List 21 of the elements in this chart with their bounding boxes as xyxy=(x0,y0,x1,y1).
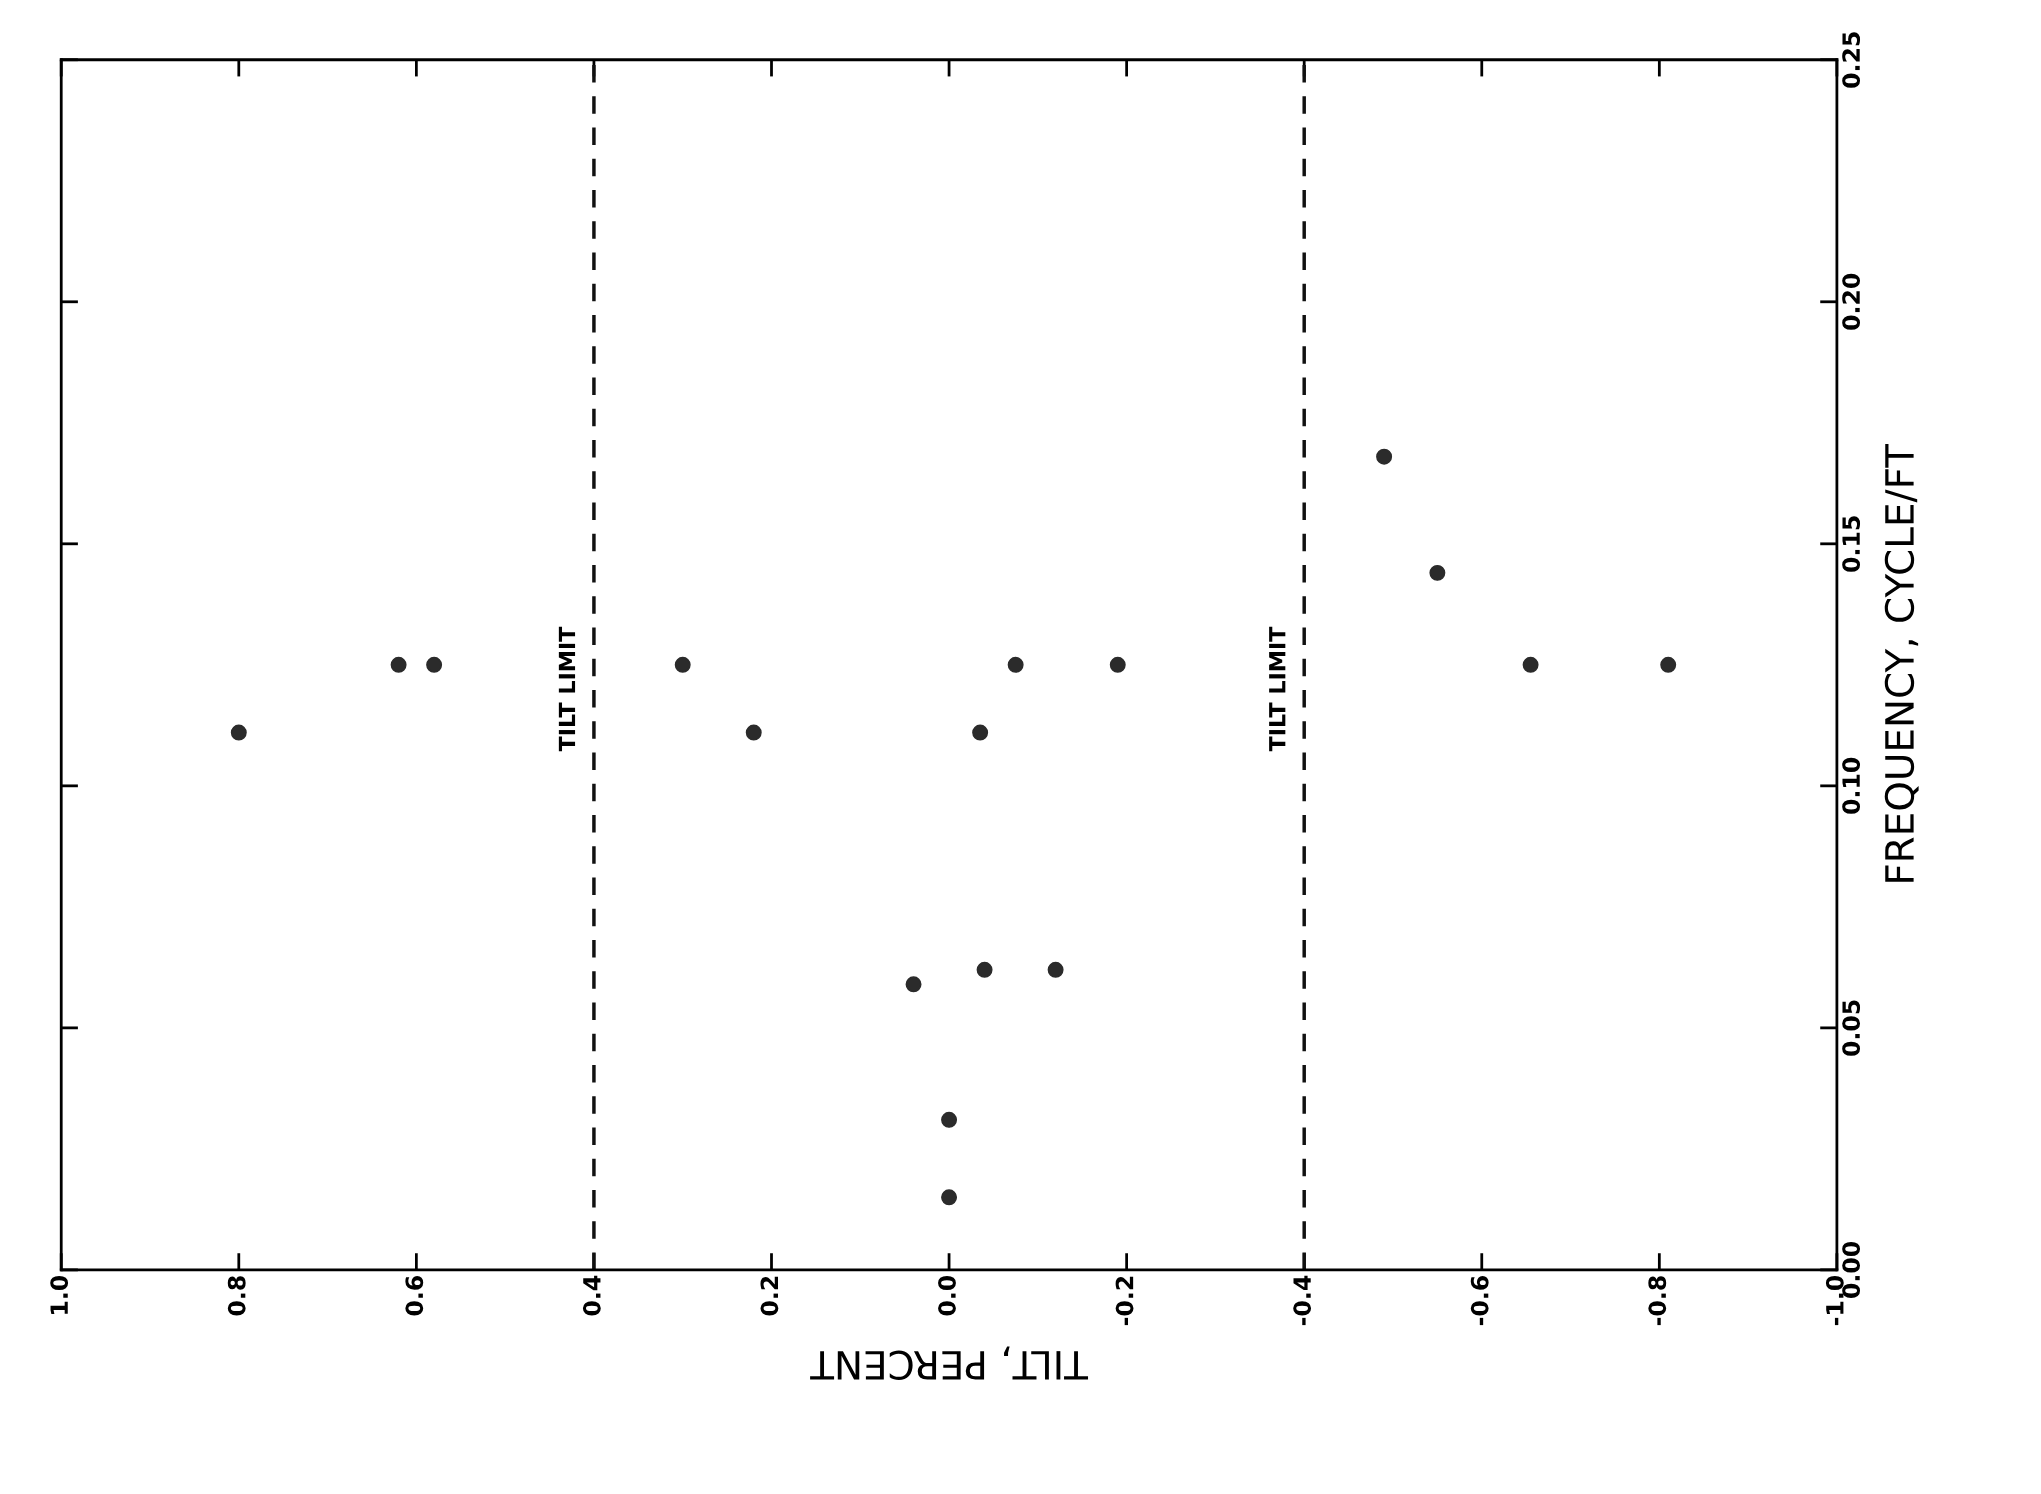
y-axis-title: FREQUENCY, CYCLE/FT xyxy=(1884,443,1919,882)
x-tick-label: -0.6 xyxy=(1470,1276,1489,1326)
x-tick-label: -1.0 xyxy=(1825,1275,1844,1326)
x-tick-label: 0.0 xyxy=(938,1275,956,1316)
y-tick-label: 0.15 xyxy=(1842,516,1861,572)
x-tick-label: -0.2 xyxy=(1115,1276,1134,1326)
x-tick-label: -0.4 xyxy=(1293,1275,1312,1326)
x-tick-label: -0.8 xyxy=(1648,1276,1667,1326)
x-tick-label: 0.2 xyxy=(760,1276,779,1316)
y-tick-label: 0.00 xyxy=(1842,1241,1861,1298)
x-tick-label: 1.0 xyxy=(50,1275,69,1314)
x-axis-title: TILT, PERCENT xyxy=(810,1346,1089,1380)
y-tick-label: 0.10 xyxy=(1842,757,1861,814)
y-tick-label: 0.25 xyxy=(1842,32,1861,88)
ref-line-label: TILT LIMIT xyxy=(558,626,576,752)
ref-line-label: TILT LIMIT xyxy=(1269,626,1286,752)
x-tick-label: 0.4 xyxy=(582,1275,601,1316)
y-tick-label: 0.20 xyxy=(1842,273,1861,330)
x-tick-label: 0.6 xyxy=(405,1276,424,1316)
y-tick-label: 0.05 xyxy=(1842,1000,1861,1056)
x-tick-label: 0.8 xyxy=(227,1276,246,1316)
